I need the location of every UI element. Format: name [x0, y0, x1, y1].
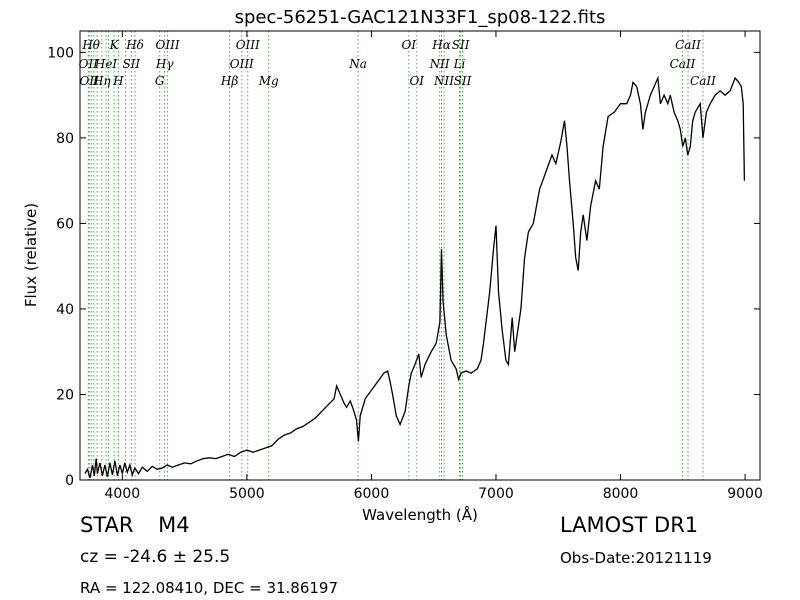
x-axis-ticks: 4000 5000 6000 7000 8000 9000 — [105, 31, 763, 502]
line-marker-label: OII — [80, 74, 100, 88]
line-marker-label: SII — [122, 57, 140, 71]
y-tick-label: 100 — [47, 45, 74, 61]
y-tick-label: 40 — [56, 302, 74, 318]
object-class: STAR M4 — [80, 513, 190, 537]
line-marker-label: SII — [452, 38, 470, 52]
x-tick-label: 9000 — [727, 486, 763, 502]
x-axis-label: Wavelength (Å) — [362, 505, 478, 524]
x-tick-label: 6000 — [354, 486, 390, 502]
line-marker-label: OI — [402, 38, 417, 52]
subclass-label: M4 — [158, 513, 190, 537]
line-marker-label: OIII — [156, 38, 180, 52]
line-marker-label: Hα — [431, 38, 451, 52]
line-marker-label: G — [155, 74, 165, 88]
line-marker-label: Hγ — [155, 57, 174, 71]
spectrum-line — [84, 75, 746, 479]
line-marker-label: Na — [348, 57, 367, 71]
chart-title: spec-56251-GAC121N33F1_sp08-122.fits — [235, 7, 606, 28]
line-marker-label: NII — [429, 57, 450, 71]
plot-frame — [79, 30, 761, 481]
line-marker-label: OI — [409, 74, 424, 88]
line-marker-label: SII — [454, 74, 472, 88]
line-marker-label: CaII — [690, 74, 716, 88]
y-axis-label: Flux (relative) — [22, 203, 40, 307]
line-marker-label: OIII — [230, 57, 254, 71]
line-marker-label: H — [112, 74, 124, 88]
line-marker-label: K — [109, 38, 120, 52]
line-marker-label: Hθ — [81, 38, 100, 52]
survey-label: LAMOST DR1 — [560, 513, 699, 537]
y-tick-label: 20 — [56, 387, 74, 403]
line-marker-label: CaII — [675, 38, 701, 52]
line-marker-label: CaII — [670, 57, 696, 71]
y-tick-label: 80 — [56, 131, 74, 147]
line-marker-label: OIII — [236, 38, 260, 52]
line-marker-label: OII — [79, 57, 99, 71]
x-tick-label: 5000 — [229, 486, 265, 502]
line-marker-label: Hη — [92, 74, 111, 88]
line-marker-label: NII — [433, 74, 454, 88]
obs-date-label: Obs-Date:20121119 — [560, 549, 712, 567]
x-tick-label: 4000 — [105, 486, 141, 502]
line-marker-label: Mg — [258, 74, 279, 88]
line-marker-label: Hδ — [125, 38, 144, 52]
x-tick-label: 8000 — [603, 486, 639, 502]
y-tick-label: 60 — [56, 216, 74, 232]
line-marker-label: HeI — [94, 57, 118, 71]
line-marker-label: Li — [453, 57, 466, 71]
coordinates-label: RA = 122.08410, DEC = 31.86197 — [80, 579, 339, 597]
x-tick-label: 7000 — [478, 486, 514, 502]
y-axis-ticks: 0 20 40 60 80 100 — [47, 45, 760, 489]
line-marker-labels: OII OII Hθ Hη HeI K H SII Hδ G Hγ OIII Hβ OIII OIII Mg N… — [79, 38, 716, 88]
redshift-label: cz = -24.6 ± 25.5 — [80, 547, 231, 567]
line-marker-label: Hβ — [220, 74, 238, 88]
class-label: STAR — [80, 513, 134, 537]
y-tick-label: 0 — [65, 473, 74, 489]
